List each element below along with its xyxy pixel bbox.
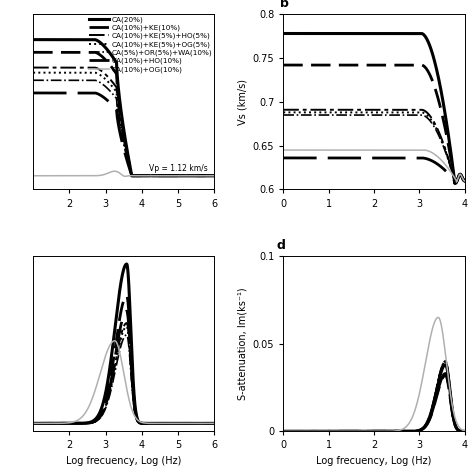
Legend: CA(20%), CA(10%)+KE(10%), CA(10%)+KE(5%)+HO(5%), CA(10%)+KE(5%)+OG(5%), CA(5%)+O: CA(20%), CA(10%)+KE(10%), CA(10%)+KE(5%)… — [89, 16, 213, 73]
Y-axis label: S-attenuation, Im(ks⁻¹): S-attenuation, Im(ks⁻¹) — [237, 287, 247, 400]
X-axis label: Log frecuency, Log (Hz): Log frecuency, Log (Hz) — [316, 456, 432, 466]
Text: d: d — [276, 239, 285, 252]
Text: b: b — [280, 0, 289, 10]
Y-axis label: Vs (km/s): Vs (km/s) — [237, 79, 247, 125]
X-axis label: Log frecuency, Log (Hz): Log frecuency, Log (Hz) — [66, 456, 182, 466]
Text: Vp = 1.12 km/s: Vp = 1.12 km/s — [149, 164, 208, 173]
